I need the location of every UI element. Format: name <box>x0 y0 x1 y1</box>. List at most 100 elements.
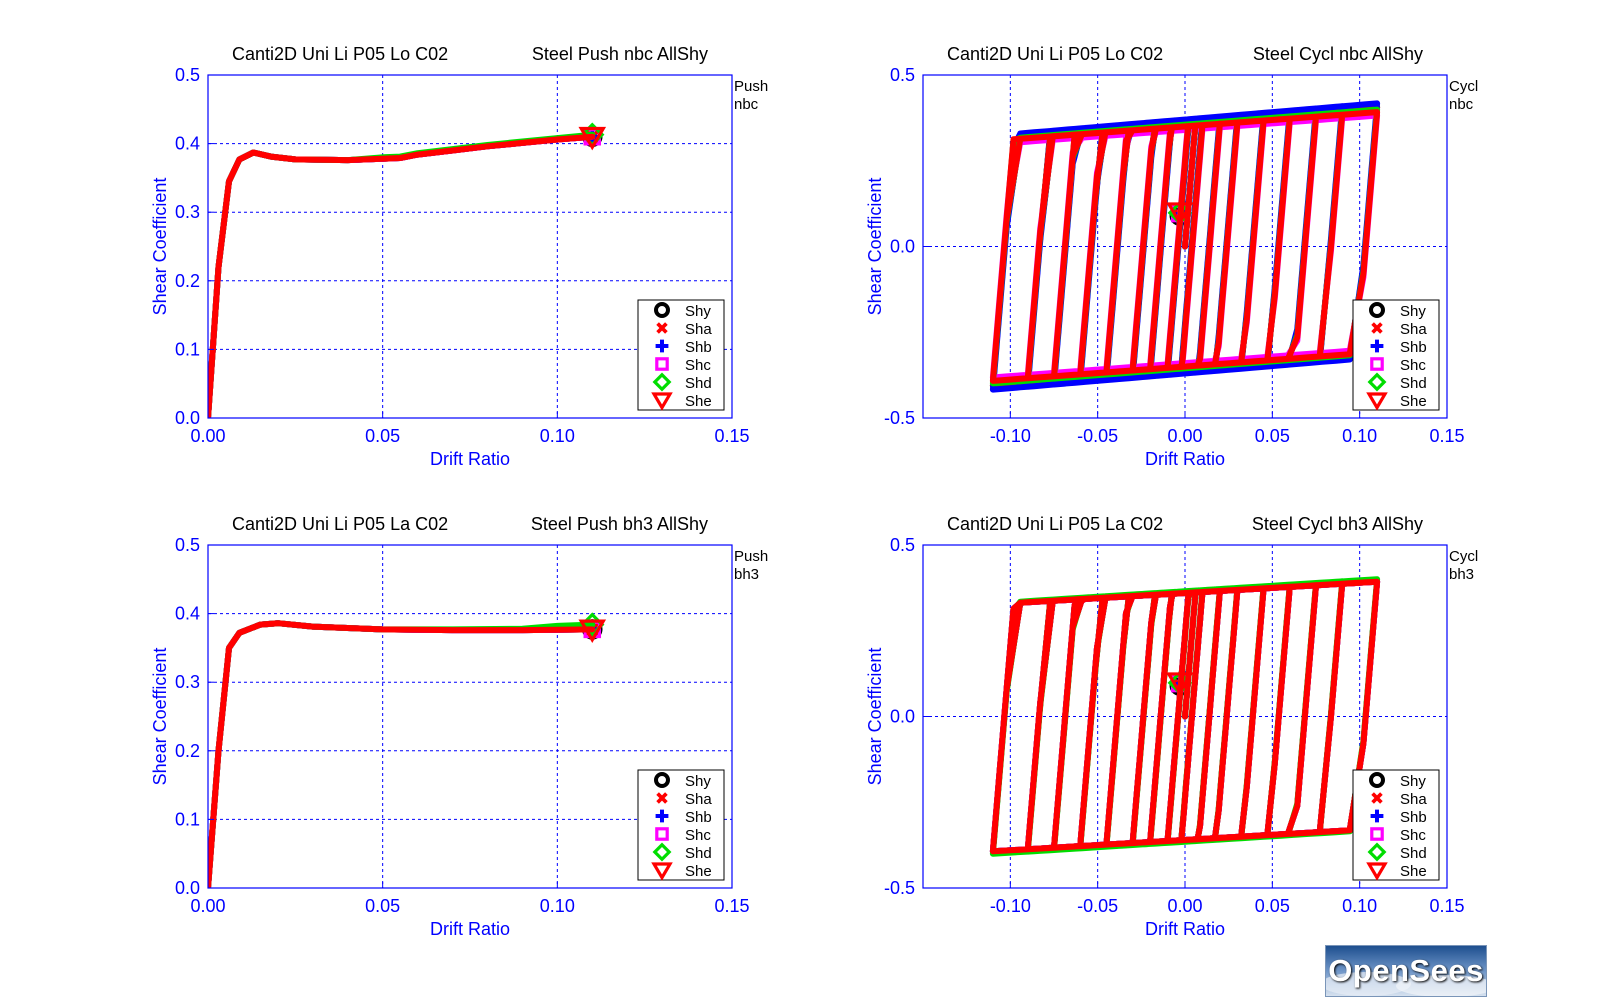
y-tick-label: 0.4 <box>175 604 200 624</box>
legend-marker-shc <box>655 827 669 841</box>
legend-label-shd: Shd <box>1400 845 1427 862</box>
logo-sky-graphic <box>1326 946 1486 996</box>
x-tick-label: 0.10 <box>1342 896 1377 916</box>
x-tick-label: 0.10 <box>540 896 575 916</box>
y-tick-label: 0.1 <box>175 809 200 829</box>
x-tick-label: -0.10 <box>990 896 1031 916</box>
legend-marker-shc <box>1370 827 1384 841</box>
series-line-sha <box>208 133 596 418</box>
series-line-shc <box>208 133 596 418</box>
legend-label-shc: Shc <box>685 827 711 844</box>
x-axis-label: Drift Ratio <box>430 919 510 939</box>
series-line-shd <box>208 131 596 418</box>
x-tick-label: 0.05 <box>1255 896 1290 916</box>
x-tick-label: 0.05 <box>365 896 400 916</box>
y-tick-label: 0.5 <box>175 65 200 85</box>
side-label-line1: Cycl <box>1449 548 1478 565</box>
legend-box <box>637 769 725 881</box>
side-label-line1: Cycl <box>1449 78 1478 95</box>
legend-box <box>1352 769 1440 881</box>
y-tick-label: 0.2 <box>175 741 200 761</box>
y-tick-label: 0.0 <box>175 408 200 428</box>
legend-marker-sha <box>656 792 668 804</box>
legend-label-shd: Shd <box>1400 375 1427 392</box>
series-group <box>208 122 607 418</box>
chart-title-right: Steel Push nbc AllShy <box>532 44 708 64</box>
legend-label-shb: Shb <box>1400 809 1427 826</box>
series-group <box>208 612 607 888</box>
series-line-shd <box>208 620 596 888</box>
x-tick-label: 0.00 <box>190 426 225 446</box>
legend-label-she: She <box>685 863 712 880</box>
series-group <box>989 100 1381 393</box>
series-line-shb <box>208 133 596 418</box>
chart-title-left: Canti2D Uni Li P05 La C02 <box>947 514 1163 534</box>
legend-label-sha: Sha <box>1400 791 1427 808</box>
series-line-shy <box>208 620 596 888</box>
legend-marker-shd <box>1367 842 1387 862</box>
series-line-sha <box>208 620 596 888</box>
x-tick-label: -0.10 <box>990 426 1031 446</box>
legend-marker-shy <box>1369 772 1385 788</box>
legend-marker-she <box>1366 862 1388 881</box>
side-label-line2: bh3 <box>1449 566 1474 583</box>
panel-4: -0.10 -0.05 0.00 0.05 0.10 0.15 -0.5 0.0 0.5 Drif… <box>865 514 1478 939</box>
legend-label-shb: Shb <box>685 339 712 356</box>
legend-label-she: She <box>1400 393 1427 410</box>
x-axis-label: Drift Ratio <box>1145 919 1225 939</box>
legend-marker-shy <box>654 772 670 788</box>
legend-box <box>637 299 725 411</box>
legend-label-shb: Shb <box>1400 339 1427 356</box>
legend-label-shd: Shd <box>685 375 712 392</box>
legend-label-shy: Shy <box>685 773 711 790</box>
legend-label-sha: Sha <box>1400 321 1427 338</box>
y-tick-label: -0.5 <box>884 878 915 898</box>
series-line-shb <box>208 620 596 888</box>
legend-marker-shb <box>655 339 669 353</box>
series-line-shb <box>989 100 1381 393</box>
legend-marker-sha <box>1371 322 1383 334</box>
series-group <box>989 576 1381 857</box>
legend-label-shc: Shc <box>685 357 711 374</box>
x-tick-label: 0.15 <box>714 426 749 446</box>
series-line-she <box>989 578 1381 855</box>
x-tick-label: 0.10 <box>1342 426 1377 446</box>
side-label-line2: bh3 <box>734 566 759 583</box>
series-line-shy <box>208 133 596 418</box>
axes-frame <box>207 544 733 889</box>
y-tick-label: 0.5 <box>890 535 915 555</box>
panel-2: -0.10 -0.05 0.00 0.05 0.10 0.15 -0.5 0.0 0.5 Drif… <box>865 44 1478 469</box>
legend-label-shy: Shy <box>1400 303 1426 320</box>
legend-marker-she <box>1366 392 1388 411</box>
legend-label-shc: Shc <box>1400 827 1426 844</box>
legend-marker-sha <box>656 322 668 334</box>
chart-title-left: Canti2D Uni Li P05 Lo C02 <box>232 44 448 64</box>
x-axis-label: Drift Ratio <box>1145 449 1225 469</box>
y-axis-label: Shear Coefficient <box>865 178 885 316</box>
legend-label-she: She <box>1400 863 1427 880</box>
series-marker-she <box>578 619 607 643</box>
legend-marker-she <box>651 862 673 881</box>
logo-text: OpenSees <box>1328 953 1484 988</box>
y-tick-label: -0.5 <box>884 408 915 428</box>
legend-marker-shc <box>655 357 669 371</box>
y-tick-label: 0.0 <box>890 237 915 257</box>
y-tick-label: 0.0 <box>890 707 915 727</box>
legend-marker-she <box>651 392 673 411</box>
x-tick-label: 0.00 <box>1167 426 1202 446</box>
side-label-line2: nbc <box>1449 96 1474 113</box>
legend-label-shb: Shb <box>685 809 712 826</box>
side-label-line2: nbc <box>734 96 759 113</box>
y-tick-label: 0.4 <box>175 134 200 154</box>
legend-label-sha: Sha <box>685 791 712 808</box>
legend-box <box>1352 299 1440 411</box>
y-axis-label: Shear Coefficient <box>865 648 885 786</box>
legend-label-shy: Shy <box>685 303 711 320</box>
panel-1: 0.00 0.05 0.10 0.15 0.0 0.1 0.2 0.3 0.4 0.5 Drift … <box>150 44 768 469</box>
y-tick-label: 0.3 <box>175 672 200 692</box>
x-tick-label: -0.05 <box>1077 426 1118 446</box>
legend-marker-shd <box>1367 372 1387 392</box>
